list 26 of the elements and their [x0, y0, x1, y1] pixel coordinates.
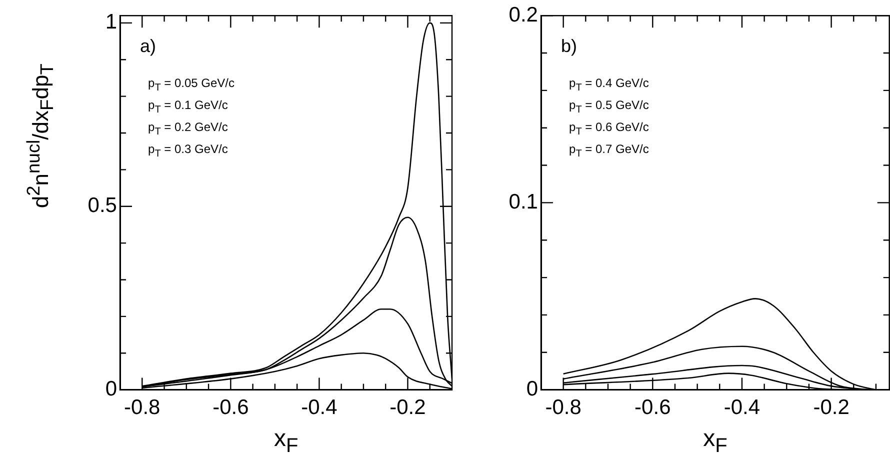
- x-tick-label: -0.8: [124, 396, 160, 420]
- y-tick-label: 0: [105, 378, 117, 401]
- y-tick-label: 1: [105, 10, 117, 34]
- y-tick-label: 0: [526, 378, 538, 401]
- x-tick-label: -0.4: [724, 396, 760, 420]
- y-tick-label: 0.5: [88, 194, 117, 218]
- x-tick-label: -0.2: [390, 396, 426, 420]
- annotation: p$_{T}$ = 0.2 GeV/c: [148, 120, 228, 137]
- x-tick-label: -0.4: [301, 396, 338, 420]
- annotation: b): [561, 36, 578, 57]
- x-tick-label: -0.6: [212, 396, 249, 420]
- x-axis-title: x$_{F}$: [274, 425, 298, 458]
- annotation: p$_{T}$ = 0.4 GeV/c: [569, 76, 649, 93]
- annotation: p$_{T}$ = 0.05 GeV/c: [148, 76, 235, 93]
- annotation: p$_{T}$ = 0.5 GeV/c: [569, 98, 649, 115]
- y-tick-label: 0.2: [508, 3, 538, 26]
- annotation: p$_{T}$ = 0.6 GeV/c: [569, 120, 649, 137]
- annotation: a): [140, 36, 156, 57]
- x-axis-title: x$_{F}$: [703, 425, 728, 458]
- annotation: p$_{T}$ = 0.7 GeV/c: [569, 142, 649, 159]
- x-tick-label: -0.6: [634, 396, 671, 420]
- x-tick-label: -0.2: [813, 396, 850, 420]
- x-tick-label: -0.8: [545, 396, 582, 420]
- y-tick-label: 0.1: [508, 190, 538, 214]
- annotation: p$_{T}$ = 0.3 GeV/c: [148, 142, 228, 159]
- annotation: p$_{T}$ = 0.1 GeV/c: [148, 98, 228, 115]
